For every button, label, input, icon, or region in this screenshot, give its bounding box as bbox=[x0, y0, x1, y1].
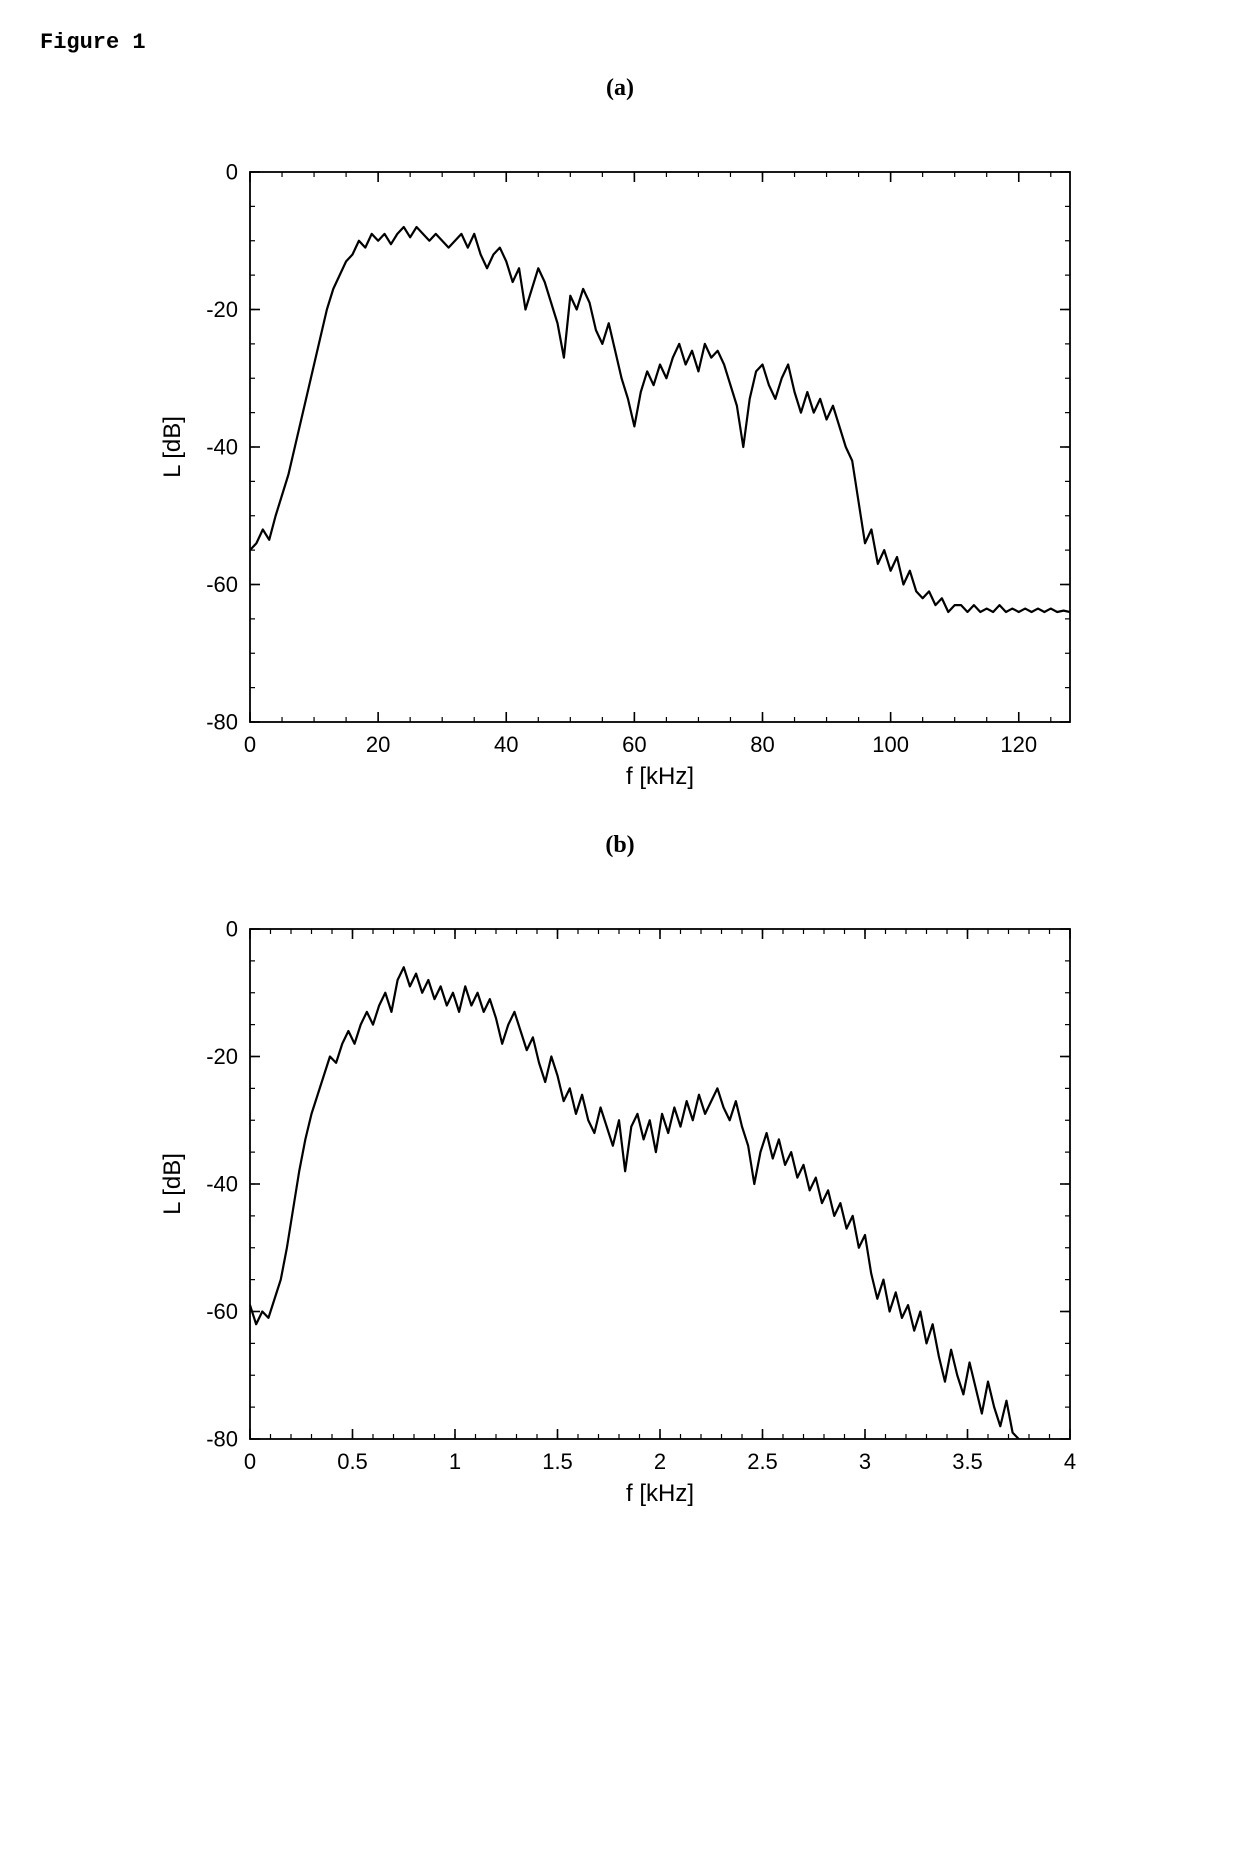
figure-label: Figure 1 bbox=[40, 30, 1200, 55]
svg-text:-80: -80 bbox=[206, 710, 238, 735]
svg-text:-40: -40 bbox=[206, 1172, 238, 1197]
svg-text:L [dB]: L [dB] bbox=[159, 1153, 186, 1215]
svg-text:f [kHz]: f [kHz] bbox=[626, 763, 694, 790]
subplot-a-label: (a) bbox=[40, 75, 1200, 102]
svg-text:0: 0 bbox=[226, 160, 238, 185]
svg-text:80: 80 bbox=[750, 732, 774, 757]
svg-text:-20: -20 bbox=[206, 297, 238, 322]
svg-text:-20: -20 bbox=[206, 1044, 238, 1069]
svg-text:-60: -60 bbox=[206, 1299, 238, 1324]
svg-text:0.5: 0.5 bbox=[337, 1449, 368, 1474]
svg-text:1.5: 1.5 bbox=[542, 1449, 573, 1474]
chart-a: 0 20 40 60 80 100 120 -80 -60 -40 -20 0 f [kHz] L [dB… bbox=[140, 142, 1100, 802]
svg-text:2.5: 2.5 bbox=[747, 1449, 778, 1474]
svg-text:20: 20 bbox=[366, 732, 390, 757]
svg-text:-60: -60 bbox=[206, 572, 238, 597]
svg-text:f [kHz]: f [kHz] bbox=[626, 1480, 694, 1507]
chart-b: 0 0.5 1 1.5 2 2.5 3 3.5 4 -80 -60 -40 -20 0 f [kHz] L [… bbox=[140, 899, 1100, 1519]
svg-text:0: 0 bbox=[226, 917, 238, 942]
svg-text:1: 1 bbox=[449, 1449, 461, 1474]
svg-text:3.5: 3.5 bbox=[952, 1449, 983, 1474]
svg-text:60: 60 bbox=[622, 732, 646, 757]
chart-b-container: 0 0.5 1 1.5 2 2.5 3 3.5 4 -80 -60 -40 -20 0 f [kHz] L [… bbox=[40, 899, 1200, 1519]
svg-text:-80: -80 bbox=[206, 1427, 238, 1452]
svg-text:0: 0 bbox=[244, 1449, 256, 1474]
svg-text:L [dB]: L [dB] bbox=[159, 416, 186, 478]
chart-a-container: 0 20 40 60 80 100 120 -80 -60 -40 -20 0 f [kHz] L [dB… bbox=[40, 142, 1200, 802]
svg-text:3: 3 bbox=[859, 1449, 871, 1474]
svg-text:-40: -40 bbox=[206, 435, 238, 460]
svg-text:2: 2 bbox=[654, 1449, 666, 1474]
svg-text:4: 4 bbox=[1064, 1449, 1076, 1474]
svg-text:100: 100 bbox=[872, 732, 909, 757]
svg-text:40: 40 bbox=[494, 732, 518, 757]
svg-text:120: 120 bbox=[1000, 732, 1037, 757]
subplot-b-label: (b) bbox=[40, 832, 1200, 859]
svg-text:0: 0 bbox=[244, 732, 256, 757]
